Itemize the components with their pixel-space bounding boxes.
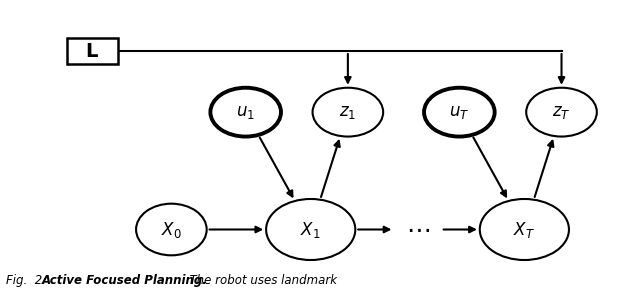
Text: $z_1$: $z_1$ [339,103,356,121]
Ellipse shape [480,199,569,260]
Ellipse shape [312,88,383,137]
Ellipse shape [211,88,281,137]
FancyBboxPatch shape [67,38,118,64]
Ellipse shape [424,88,495,137]
Text: Fig.  2:: Fig. 2: [6,274,54,287]
Text: $u_T$: $u_T$ [449,103,470,121]
Text: $X_0$: $X_0$ [161,220,182,240]
Text: The robot uses landmark: The robot uses landmark [182,274,337,287]
Ellipse shape [526,88,597,137]
Ellipse shape [136,204,207,255]
Text: $X_1$: $X_1$ [300,220,321,240]
Text: $\cdots$: $\cdots$ [406,218,429,242]
Text: Active Focused Planning.: Active Focused Planning. [42,274,207,287]
Text: $\mathbf{L}$: $\mathbf{L}$ [86,41,99,61]
Ellipse shape [266,199,355,260]
Text: $X_T$: $X_T$ [513,220,535,240]
Text: $u_1$: $u_1$ [236,103,255,121]
Text: $z_T$: $z_T$ [552,103,571,121]
